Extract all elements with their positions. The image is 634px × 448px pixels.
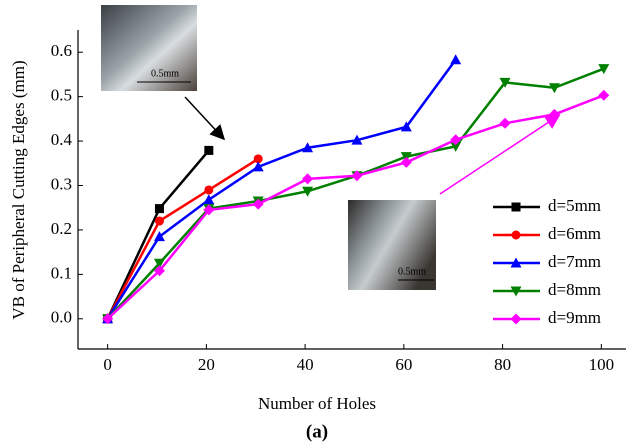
arrow bbox=[184, 96, 226, 141]
legend-label: d=6mm bbox=[548, 224, 601, 243]
series-line bbox=[106, 59, 457, 320]
y-tick-label: 0.3 bbox=[51, 174, 72, 193]
x-tick-label: 40 bbox=[297, 355, 314, 374]
y-tick-label: 0.2 bbox=[51, 219, 72, 238]
marker bbox=[153, 265, 165, 277]
marker bbox=[450, 54, 462, 65]
marker bbox=[302, 142, 314, 153]
x-tick-label: 60 bbox=[395, 355, 412, 374]
marker bbox=[252, 161, 264, 172]
arrow bbox=[439, 114, 561, 195]
marker bbox=[204, 145, 214, 155]
x-tick-label: 20 bbox=[198, 355, 215, 374]
marker bbox=[302, 186, 314, 197]
marker bbox=[154, 216, 164, 226]
marker bbox=[510, 286, 522, 297]
marker bbox=[351, 170, 363, 182]
y-tick-label: 0.4 bbox=[51, 130, 73, 149]
marker bbox=[204, 185, 214, 195]
scale-label: 0.5mm bbox=[151, 68, 179, 79]
marker bbox=[548, 108, 560, 120]
inset-photo: 0.5mm bbox=[348, 200, 436, 290]
series-line bbox=[106, 157, 259, 320]
y-tick-label: 0.5 bbox=[51, 86, 72, 105]
y-tick-label: 0.1 bbox=[51, 263, 72, 282]
marker bbox=[351, 134, 363, 145]
marker bbox=[510, 313, 522, 325]
legend-label: d=8mm bbox=[548, 280, 601, 299]
x-tick-label: 0 bbox=[103, 355, 112, 374]
x-tick-label: 80 bbox=[494, 355, 511, 374]
marker bbox=[598, 89, 610, 101]
legend-label: d=7mm bbox=[548, 252, 601, 271]
marker bbox=[511, 202, 521, 212]
marker bbox=[252, 198, 264, 210]
marker bbox=[400, 121, 412, 132]
marker bbox=[450, 141, 462, 152]
marker bbox=[153, 258, 165, 269]
marker bbox=[499, 117, 511, 129]
marker bbox=[548, 83, 560, 94]
caption: (a) bbox=[306, 421, 328, 442]
marker bbox=[153, 231, 165, 242]
marker bbox=[499, 77, 511, 88]
marker bbox=[510, 257, 522, 268]
marker bbox=[203, 194, 215, 205]
legend-label: d=5mm bbox=[548, 196, 601, 215]
y-tick-label: 0.6 bbox=[51, 41, 72, 60]
marker bbox=[102, 313, 114, 325]
scale-label: 0.5mm bbox=[398, 266, 426, 277]
marker bbox=[203, 204, 215, 216]
y-axis-label: VB of Peripheral Cutting Edges (mm) bbox=[9, 60, 28, 319]
marker bbox=[598, 64, 610, 75]
marker bbox=[154, 204, 164, 214]
inset-photo: 0.5mm bbox=[101, 5, 197, 91]
marker bbox=[450, 134, 462, 146]
marker bbox=[400, 156, 412, 168]
x-axis-label: Number of Holes bbox=[258, 394, 376, 413]
legend-label: d=9mm bbox=[548, 308, 601, 327]
marker bbox=[253, 154, 263, 164]
marker bbox=[511, 230, 521, 240]
y-tick-label: 0.0 bbox=[51, 308, 72, 327]
x-tick-label: 100 bbox=[589, 355, 615, 374]
marker bbox=[302, 173, 314, 185]
